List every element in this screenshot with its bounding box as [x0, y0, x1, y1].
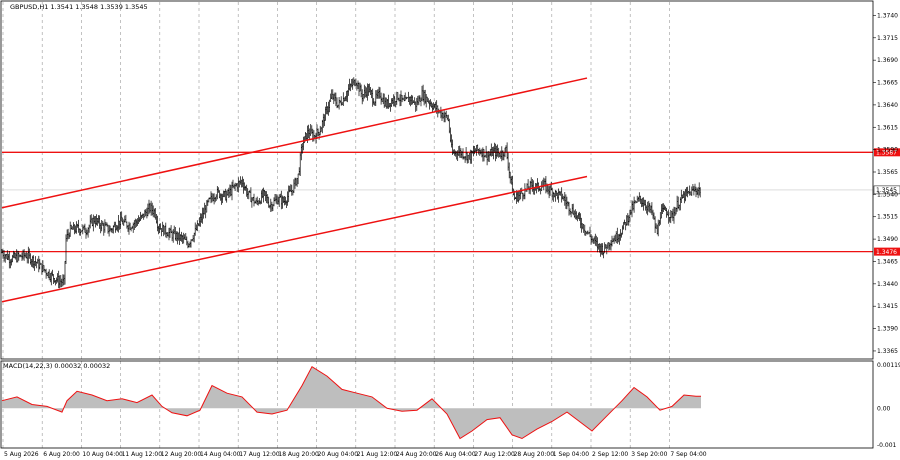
- x-tick-label: 12 Aug 20:00: [161, 451, 202, 458]
- y-tick-label: 1.3540: [877, 191, 898, 198]
- y-tick-label: 1.3665: [877, 80, 898, 87]
- x-tick-label: 28 Aug 20:00: [514, 451, 555, 458]
- macd-signal-line: [1, 365, 701, 440]
- y-tick-label: 1.3515: [877, 214, 898, 221]
- y-tick-label: 1.3440: [877, 281, 898, 288]
- level-price-label: 1.3587: [876, 150, 897, 157]
- y-tick-label: 1.3565: [877, 169, 898, 176]
- macd-title: MACD(14,22,3) 0.00032 0.00032: [3, 362, 110, 370]
- macd-panel-frame: [0, 360, 874, 449]
- axes: 5 Aug 2026 6 Aug 20:00 10 Aug 04:0011 Aug …: [4, 12, 900, 458]
- main-panel-frame: [0, 0, 874, 360]
- x-tick-label: 21 Aug 12:00: [357, 451, 398, 458]
- y-tick-label: 1.3690: [877, 57, 898, 64]
- macd-y-tick-label: 0.00119: [877, 362, 900, 369]
- x-tick-label: 3 Sep 20:00: [631, 451, 667, 458]
- x-tick-label: 27 Aug 12:00: [474, 451, 515, 458]
- bid-price-tag: [873, 185, 900, 195]
- x-tick-label: 11 Aug 12:00: [122, 451, 163, 458]
- trend-channel-line[interactable]: [1, 77, 588, 209]
- chart-frame: [0, 0, 874, 449]
- y-tick-label: 1.3415: [877, 303, 898, 310]
- x-tick-label: 10 Aug 04:00: [82, 451, 123, 458]
- trend-channel-line[interactable]: [1, 175, 588, 303]
- horizontal-levels[interactable]: 1.3587 1.3476 1.3545: [2, 148, 900, 256]
- x-tick-label: 6 Aug 20:00: [43, 451, 80, 458]
- y-tick-label: 1.3640: [877, 102, 898, 109]
- y-tick-label: 1.3365: [877, 348, 898, 355]
- x-tick-label: 26 Aug 04:00: [435, 451, 476, 458]
- y-tick-label: 1.3465: [877, 258, 898, 265]
- x-tick-label: 14 Aug 04:00: [200, 451, 241, 458]
- x-tick-label: 5 Aug 2026: [4, 451, 39, 458]
- level-price-tag: [874, 247, 900, 256]
- y-tick-label: 1.3390: [877, 326, 898, 333]
- y-tick-label: 1.3715: [877, 35, 898, 42]
- x-tick-label: 1 Sep 04:00: [553, 451, 589, 458]
- macd-y-tick-label: -0.001: [877, 442, 897, 449]
- chart-title: GBPUSD,H1 1.3541 1.3548 1.3539 1.3545: [10, 3, 148, 11]
- x-tick-label: 7 Sep 04:00: [670, 451, 706, 458]
- trend-channel[interactable]: [1, 77, 588, 303]
- y-tick-label: 1.3490: [877, 236, 898, 243]
- y-tick-label: 1.3740: [877, 12, 898, 19]
- y-tick-label: 1.3590: [877, 147, 898, 154]
- level-price-label: 1.3476: [876, 249, 897, 256]
- macd-histogram: [1, 365, 701, 440]
- x-tick-label: 2 Sep 12:00: [592, 451, 628, 458]
- y-tick-label: 1.3615: [877, 124, 898, 131]
- macd-y-tick-label: 0.00: [877, 405, 891, 412]
- bid-price-label: 1.3545: [876, 187, 897, 194]
- x-tick-label: 24 Aug 20:00: [396, 451, 437, 458]
- level-price-tag: [874, 148, 900, 157]
- x-tick-label: 17 Aug 12:00: [239, 451, 280, 458]
- macd-histogram-area: [2, 366, 701, 439]
- x-tick-label: 18 Aug 20:00: [278, 451, 319, 458]
- x-tick-label: 20 Aug 04:00: [318, 451, 359, 458]
